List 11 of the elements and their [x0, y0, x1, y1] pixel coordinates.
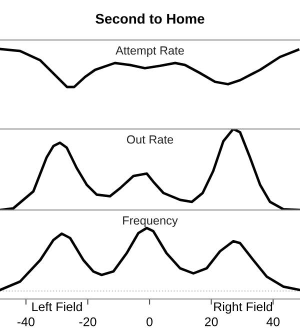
- x-tick-label: 0: [146, 317, 153, 326]
- annotation: Out Rate: [126, 135, 174, 144]
- x-tick-label: -20: [79, 317, 96, 326]
- x-tick-label: 40: [266, 317, 280, 326]
- x-tick-label: -40: [17, 317, 34, 326]
- text: Left Field: [32, 302, 82, 312]
- chart-title: Second to Home: [96, 14, 204, 24]
- text: Frequency: [123, 216, 178, 228]
- x-tick-label: 20: [205, 317, 218, 326]
- text: Right Field: [214, 302, 272, 314]
- annotation: Attempt Rate: [116, 46, 184, 58]
